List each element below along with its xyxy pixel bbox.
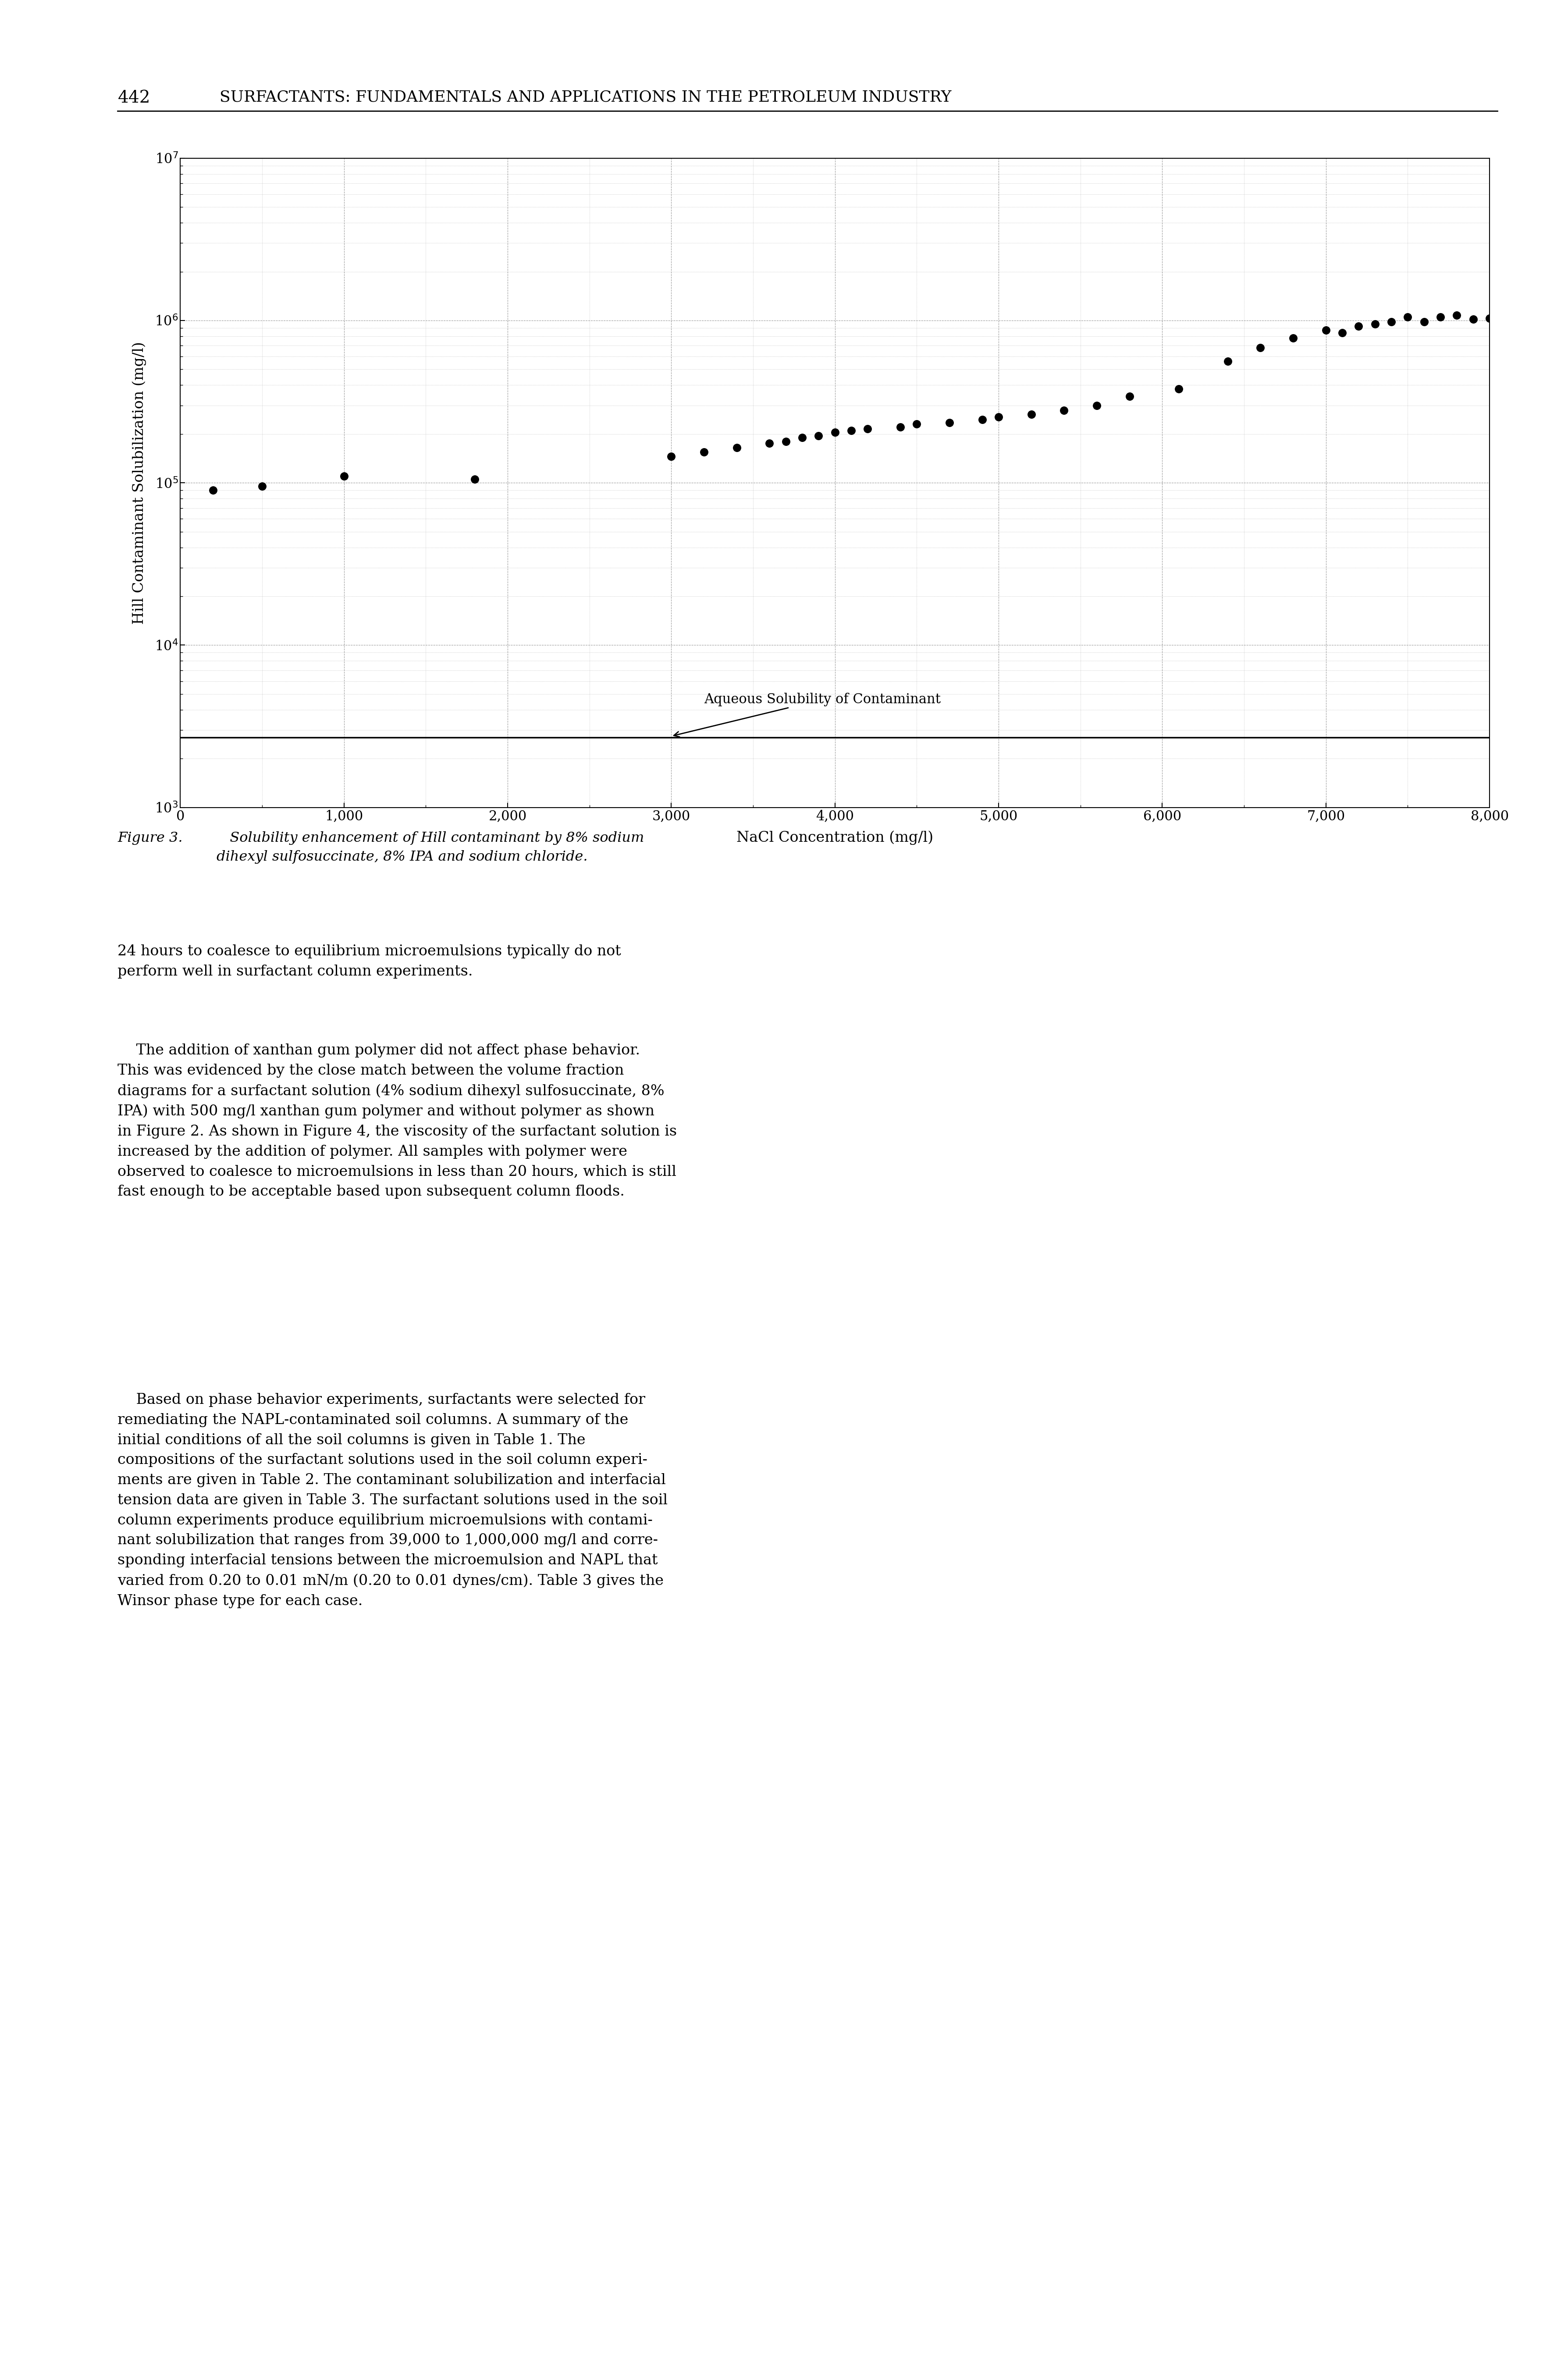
Text: Based on phase behavior experiments, surfactants were selected for
remediating t: Based on phase behavior experiments, sur…	[118, 1393, 668, 1608]
Point	[1314, 312, 1339, 349]
Text: Figure 3.: Figure 3.	[118, 831, 183, 845]
Y-axis label: Hill Contaminant Solubilization (mg/l): Hill Contaminant Solubilization (mg/l)	[132, 342, 146, 623]
Point	[1444, 295, 1469, 333]
Point	[1378, 302, 1403, 340]
Point	[1052, 392, 1077, 430]
Point	[1281, 319, 1306, 357]
X-axis label: NaCl Concentration (mg/l): NaCl Concentration (mg/l)	[737, 831, 933, 845]
Point	[1411, 302, 1436, 340]
Point	[1019, 394, 1044, 432]
Text: Aqueous Solubility of Contaminant: Aqueous Solubility of Contaminant	[674, 692, 941, 737]
Text: SURFACTANTS: FUNDAMENTALS AND APPLICATIONS IN THE PETROLEUM INDUSTRY: SURFACTANTS: FUNDAMENTALS AND APPLICATIO…	[220, 90, 952, 104]
Point	[986, 399, 1011, 437]
Point	[331, 458, 356, 496]
Point	[1167, 371, 1192, 408]
Point	[1428, 297, 1454, 335]
Text: 24 hours to coalesce to equilibrium microemulsions typically do not
perform well: 24 hours to coalesce to equilibrium micr…	[118, 944, 621, 977]
Point	[1345, 307, 1370, 345]
Point	[1461, 300, 1486, 338]
Point	[790, 418, 815, 456]
Point	[822, 413, 847, 451]
Point	[1116, 378, 1142, 416]
Point	[724, 430, 750, 467]
Point	[1477, 300, 1502, 338]
Point	[201, 472, 226, 510]
Point	[806, 418, 831, 456]
Point	[1396, 297, 1421, 335]
Text: 442: 442	[118, 90, 151, 106]
Point	[773, 423, 798, 460]
Text: The addition of xanthan gum polymer did not affect phase behavior.
This was evid: The addition of xanthan gum polymer did …	[118, 1044, 677, 1199]
Text: Solubility enhancement of Hill contaminant by 8% sodium
dihexyl sulfosuccinate, : Solubility enhancement of Hill contamina…	[216, 831, 644, 864]
Point	[839, 411, 864, 449]
Point	[463, 460, 488, 498]
Point	[1085, 387, 1110, 425]
Point	[659, 437, 684, 475]
Point	[1330, 314, 1355, 352]
Point	[757, 425, 782, 463]
Point	[905, 406, 930, 444]
Point	[1215, 342, 1240, 380]
Point	[969, 401, 994, 439]
Point	[887, 408, 913, 446]
Point	[1363, 305, 1388, 342]
Point	[855, 411, 880, 449]
Point	[691, 432, 717, 470]
Point	[1248, 328, 1273, 366]
Point	[938, 404, 963, 442]
Point	[249, 467, 274, 505]
